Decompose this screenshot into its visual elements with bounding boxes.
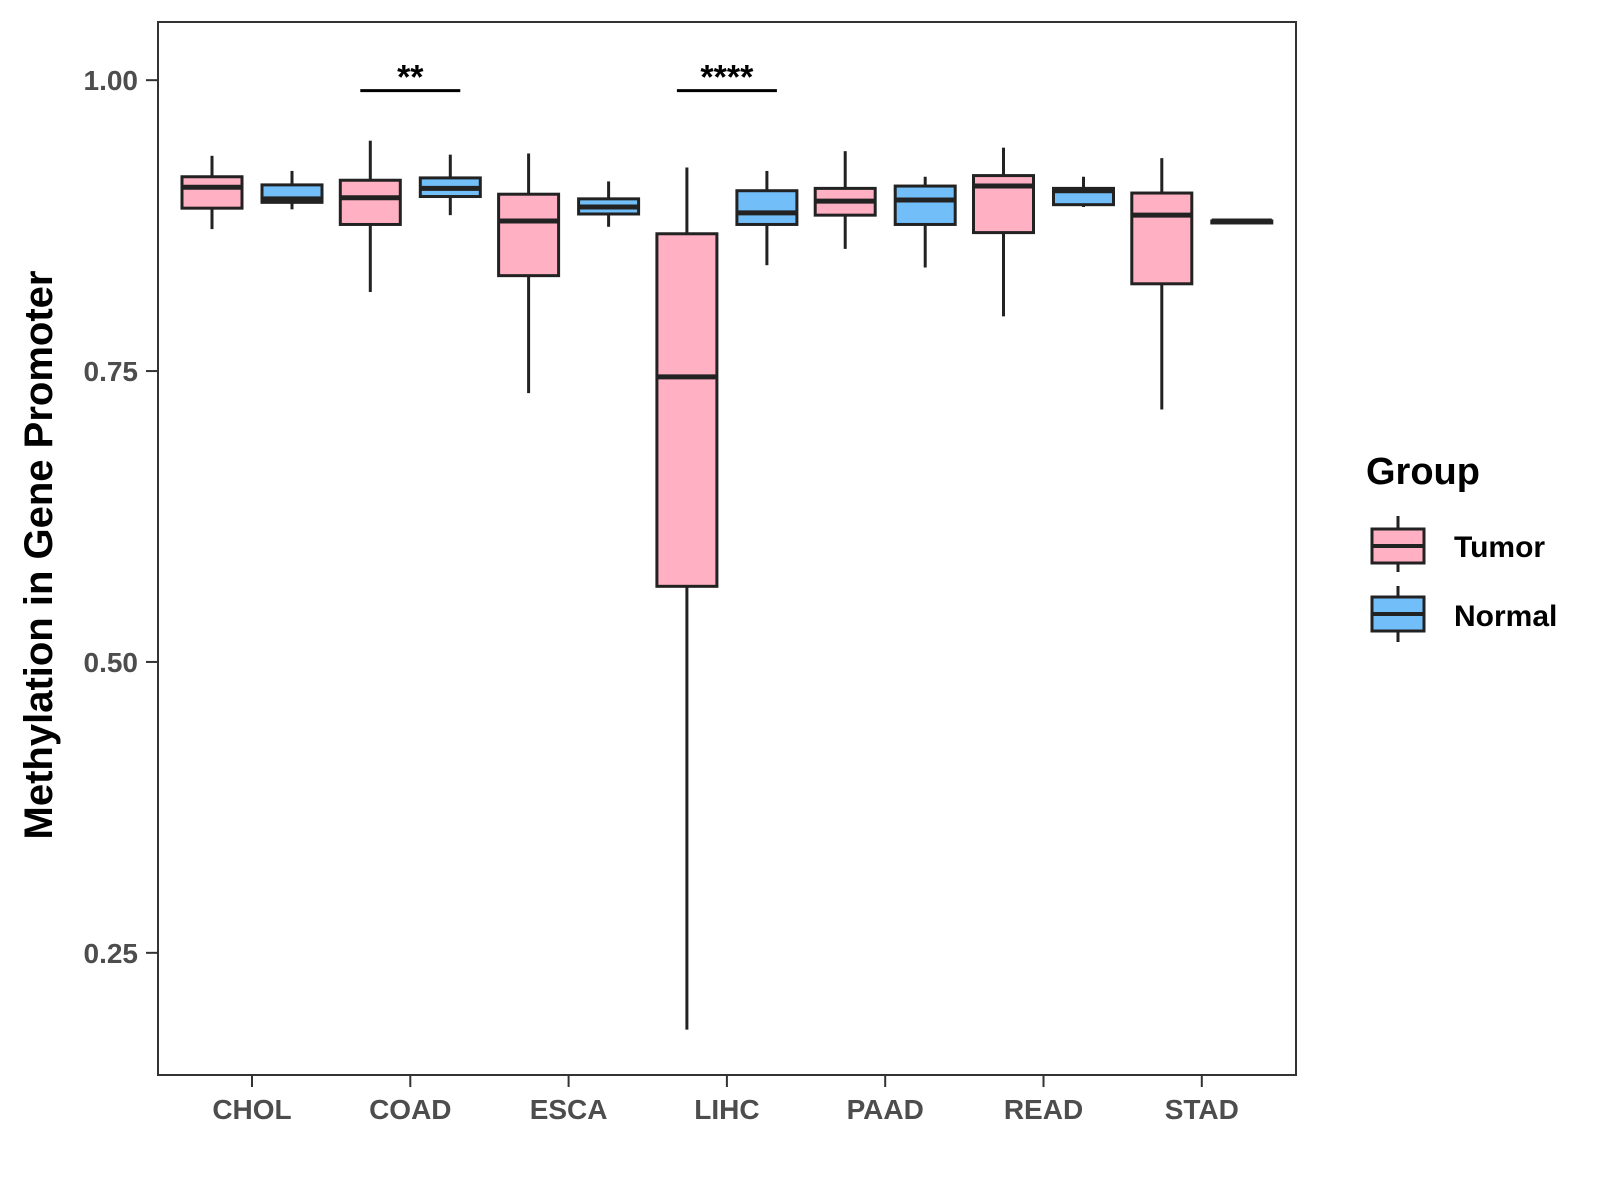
legend-key-normal	[1370, 586, 1426, 642]
plot-area: 0.25 0.50 0.75 1.00 CHOL COAD ESCA LIHC PAAD READ…	[84, 21, 1297, 1125]
significance-label-lihc: ****	[700, 59, 754, 97]
box-normal-lihc	[735, 189, 799, 226]
x-tick-label-coad: COAD	[369, 1094, 451, 1125]
y-tick-label: 0.75	[84, 356, 139, 387]
x-tick-label-stad: STAD	[1165, 1094, 1239, 1125]
box-tumor-stad	[1130, 191, 1194, 286]
x-tick-label-read: READ	[1004, 1094, 1083, 1125]
significance-label-coad: **	[397, 59, 424, 97]
y-axis-label: Methylation in Gene Promoter	[17, 271, 61, 840]
plot-panel-border	[157, 21, 1297, 1076]
legend: Group Tumor Normal	[1366, 451, 1557, 642]
x-tick-label-chol: CHOL	[212, 1094, 291, 1125]
box-tumor-coad	[338, 178, 402, 226]
box-tumor-lihc	[655, 232, 719, 588]
legend-title: Group	[1366, 451, 1480, 493]
box-tumor-chol	[180, 175, 244, 210]
box-tumor-esca	[497, 192, 561, 278]
y-tick-label: 1.00	[84, 65, 139, 96]
x-tick-label-paad: PAAD	[847, 1094, 924, 1125]
legend-key-tumor	[1370, 516, 1426, 572]
y-tick-label: 0.25	[84, 938, 139, 969]
y-tick-label: 0.50	[84, 647, 139, 678]
legend-label-tumor: Tumor	[1454, 531, 1545, 564]
legend-label-normal: Normal	[1454, 600, 1557, 633]
box-normal-paad	[893, 184, 957, 226]
x-tick-label-esca: ESCA	[530, 1094, 608, 1125]
x-tick-label-lihc: LIHC	[694, 1094, 759, 1125]
